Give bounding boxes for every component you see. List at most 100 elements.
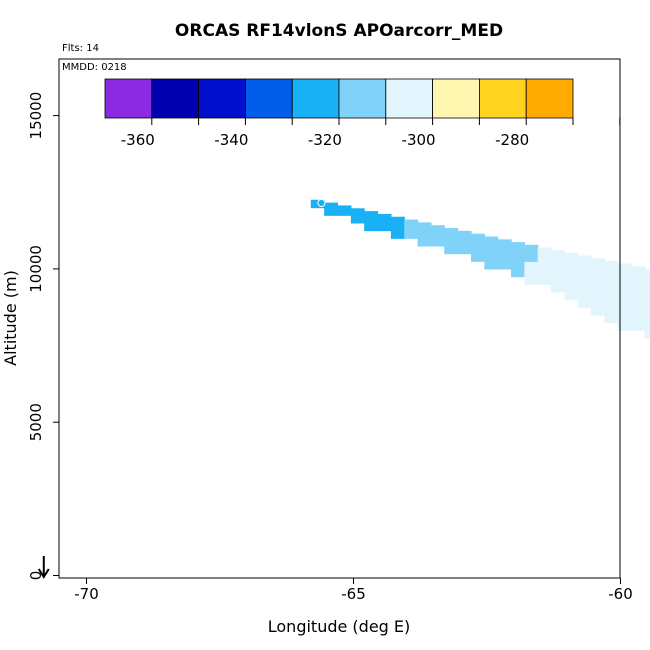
field-cell	[537, 276, 552, 285]
down-arrow-head	[37, 568, 50, 579]
field-cell	[631, 314, 646, 324]
colorbar: -360 -340 -320 -300 -280	[104, 78, 621, 149]
field-cell	[591, 299, 606, 308]
field-cell	[644, 322, 650, 331]
y-tick-label: 0	[27, 571, 45, 581]
field-cell	[511, 253, 525, 262]
field-cell	[364, 211, 379, 216]
observation-point	[317, 198, 326, 208]
field-cell	[537, 268, 552, 278]
field-cell	[577, 276, 592, 285]
field-cell	[350, 215, 365, 224]
field-cell	[404, 230, 419, 239]
field-cell	[337, 205, 352, 209]
field-cell	[404, 219, 419, 224]
field-cell	[577, 284, 592, 293]
field-cell	[591, 307, 606, 316]
x-tick-label: -60	[608, 585, 633, 603]
field-cell	[631, 307, 646, 316]
field-cell	[364, 222, 379, 232]
field-cell	[617, 268, 632, 278]
field-cell	[631, 322, 646, 331]
field-cell	[484, 238, 499, 247]
field-cell	[444, 228, 459, 232]
axes: -70-65-60-55-50050001000015000	[27, 92, 633, 603]
colorbar-bin	[432, 78, 480, 119]
field-cell	[390, 230, 405, 239]
field-cell	[511, 245, 525, 255]
field-cell	[430, 238, 445, 247]
field-cell	[417, 222, 432, 224]
field-cell	[457, 238, 472, 247]
field-cell	[577, 299, 592, 308]
y-tick-label: 10000	[27, 245, 45, 293]
x-tick-label: -70	[74, 585, 99, 603]
field-cell	[591, 261, 606, 270]
colorbar-bin	[478, 78, 527, 119]
marker-layer	[37, 556, 50, 579]
field-cell	[644, 314, 650, 324]
field-cell	[564, 252, 579, 255]
field-cell	[390, 216, 405, 224]
field-cell	[644, 299, 650, 308]
field-cell	[310, 199, 325, 201]
field-cell	[484, 236, 499, 239]
field-cell	[591, 258, 606, 262]
field-cell	[617, 299, 632, 308]
field-cell	[537, 253, 552, 262]
field-cell	[377, 215, 392, 224]
field-cell	[390, 222, 405, 232]
y-axis-label: Altitude (m)	[1, 270, 20, 366]
field-cell	[511, 261, 525, 270]
field-cell	[497, 261, 512, 270]
field-cell	[604, 276, 619, 285]
field-cell	[551, 268, 566, 278]
field-cell	[564, 268, 579, 278]
field-cell	[564, 284, 579, 293]
field-cell	[631, 284, 646, 293]
colorbar-tick-label: -300	[402, 131, 436, 149]
field-cell	[644, 307, 650, 316]
field-cell	[604, 268, 619, 278]
observation-layer	[317, 198, 326, 208]
field-cell	[631, 268, 646, 278]
y-tick-label: 15000	[27, 92, 45, 140]
field-cell	[457, 245, 472, 255]
x-axis-label: Longitude (deg E)	[268, 617, 411, 636]
field-cell	[484, 253, 499, 262]
field-cell	[537, 261, 552, 270]
field-cell	[577, 291, 592, 301]
field-cell	[631, 291, 646, 301]
field-cell	[604, 284, 619, 293]
field-cell	[537, 247, 552, 255]
field-cell	[564, 261, 579, 270]
colorbar-tick-label: -340	[214, 131, 248, 149]
field-cell	[444, 230, 459, 239]
field-cell	[511, 242, 525, 247]
field-cell	[604, 299, 619, 308]
field-cell	[497, 253, 512, 262]
field-cell	[497, 245, 512, 255]
field-cell	[644, 291, 650, 301]
field-cell	[604, 307, 619, 316]
field-cell	[551, 250, 566, 255]
field-cell	[617, 314, 632, 324]
field-cell	[524, 276, 539, 285]
colorbar-tick-label: -280	[495, 131, 529, 149]
field-cell	[617, 307, 632, 316]
field-cell	[430, 230, 445, 239]
colorbar-tick-label: -360	[121, 131, 155, 149]
field-cell	[551, 261, 566, 270]
field-cell	[430, 225, 445, 232]
field-cell	[617, 322, 632, 331]
field-cell	[604, 261, 619, 270]
y-tick-label: 5000	[27, 403, 45, 441]
field-cell	[551, 253, 566, 262]
field-cell	[417, 238, 432, 247]
field-cell	[631, 299, 646, 308]
field-layer	[310, 199, 650, 339]
field-cell	[377, 213, 392, 216]
field-cell	[604, 260, 619, 262]
field-cell	[577, 255, 592, 262]
